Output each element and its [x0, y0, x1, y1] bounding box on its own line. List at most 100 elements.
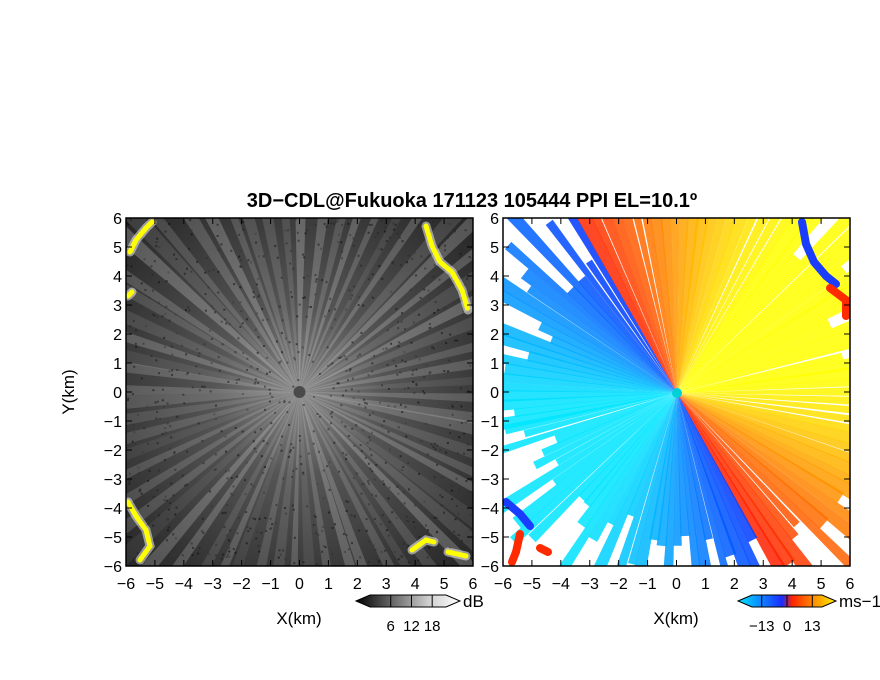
y-tick-label: 4	[113, 269, 122, 286]
reflectivity-noise-pixel	[186, 483, 189, 486]
reflectivity-noise-pixel	[304, 296, 306, 299]
reflectivity-noise-pixel	[336, 219, 339, 221]
reflectivity-noise-pixel	[236, 475, 239, 478]
velocity-wedge	[526, 285, 677, 393]
reflectivity-noise-pixel	[320, 247, 323, 250]
reflectivity-noise-pixel	[385, 240, 388, 243]
velocity-wedge	[583, 393, 677, 508]
reflectivity-noise-pixel	[241, 322, 244, 325]
reflectivity-noise-pixel	[255, 450, 258, 453]
reflectivity-noise-pixel	[329, 297, 332, 300]
reflectivity-noise-pixel	[300, 463, 303, 466]
reflectivity-noise-pixel	[415, 382, 418, 385]
reflectivity-noise-pixel	[303, 256, 306, 259]
reflectivity-ylabel: Y(km)	[59, 369, 78, 414]
colorbar-tick-label: 0	[783, 618, 791, 635]
reflectivity-noise-pixel	[266, 372, 268, 375]
reflectivity-noise-pixel	[128, 482, 131, 485]
velocity-wedge	[577, 393, 677, 529]
reflectivity-noise-pixel	[203, 343, 206, 346]
reflectivity-noise-pixel	[423, 288, 426, 291]
reflectivity-spoke	[220, 392, 300, 566]
reflectivity-noise-pixel	[395, 365, 398, 368]
reflectivity-noise-pixel	[201, 517, 204, 520]
reflectivity-noise-pixel	[207, 552, 210, 555]
velocity-wedge	[611, 218, 677, 393]
reflectivity-noise-pixel	[374, 548, 377, 551]
reflectivity-noise-pixel	[164, 495, 167, 498]
clutter-echo	[423, 223, 471, 313]
reflectivity-spoke	[299, 392, 438, 566]
reflectivity-noise-pixel	[275, 340, 278, 343]
reflectivity-noise-pixel	[373, 478, 376, 481]
reflectivity-noise-pixel	[275, 504, 278, 506]
reflectivity-noise-pixel	[191, 554, 194, 557]
reflectivity-noise-pixel	[235, 382, 238, 385]
reflectivity-noise-pixel	[388, 236, 391, 239]
velocity-wedge	[677, 393, 795, 566]
reflectivity-noise-pixel	[460, 422, 463, 424]
reflectivity-noise-pixel	[254, 431, 257, 434]
reflectivity-noise-pixel	[380, 551, 383, 553]
reflectivity-noise-pixel	[360, 331, 363, 334]
reflectivity-noise-pixel	[257, 277, 260, 280]
colorbar-tick-label: 18	[424, 618, 441, 635]
velocity-wedge	[616, 393, 677, 566]
reflectivity-noise-pixel	[456, 452, 459, 455]
reflectivity-noise-pixel	[372, 544, 375, 547]
reflectivity-noise-pixel	[371, 370, 374, 373]
reflectivity-noise-pixel	[394, 551, 397, 554]
reflectivity-noise-pixel	[164, 431, 167, 434]
reflectivity-noise-pixel	[152, 289, 154, 292]
reflectivity-noise-pixel	[392, 222, 394, 225]
reflectivity-noise-pixel	[461, 540, 463, 542]
reflectivity-noise-pixel	[373, 518, 376, 520]
reflectivity-noise-pixel	[406, 261, 408, 264]
velocity-wedge	[677, 240, 850, 393]
velocity-edge-echo	[508, 530, 524, 566]
reflectivity-noise-pixel	[163, 346, 166, 348]
reflectivity-noise-pixel	[401, 359, 404, 362]
reflectivity-noise-pixel	[426, 556, 429, 559]
reflectivity-noise-pixel	[387, 430, 390, 433]
reflectivity-noise-pixel	[286, 361, 289, 364]
reflectivity-noise-pixel	[277, 556, 280, 559]
reflectivity-noise-pixel	[426, 453, 429, 456]
reflectivity-noise-pixel	[234, 351, 237, 354]
reflectivity-noise-pixel	[230, 249, 233, 252]
reflectivity-noise-pixel	[437, 308, 440, 311]
reflectivity-noise-pixel	[192, 546, 195, 549]
reflectivity-noise-pixel	[334, 308, 337, 311]
reflectivity-noise-pixel	[238, 516, 241, 519]
reflectivity-spoke	[299, 376, 473, 392]
reflectivity-noise-pixel	[135, 345, 138, 348]
reflectivity-noise-pixel	[173, 229, 176, 231]
reflectivity-noise-pixel	[434, 301, 437, 303]
reflectivity-spoke	[299, 392, 411, 566]
reflectivity-noise-pixel	[439, 494, 442, 497]
reflectivity-noise-pixel	[313, 514, 316, 517]
reflectivity-noise-pixel	[423, 500, 426, 503]
velocity-wedge	[677, 393, 701, 566]
reflectivity-noise-pixel	[338, 357, 341, 359]
reflectivity-noise-pixel	[268, 400, 271, 403]
velocity-wedge	[677, 393, 729, 566]
reflectivity-noise-pixel	[245, 542, 248, 545]
reflectivity-noise-pixel	[384, 230, 386, 233]
reflectivity-noise-pixel	[328, 511, 330, 514]
reflectivity-noise-pixel	[127, 224, 130, 226]
reflectivity-noise-pixel	[238, 255, 241, 258]
reflectivity-noise-pixel	[325, 225, 328, 228]
reflectivity-noise-pixel	[391, 511, 394, 514]
reflectivity-noise-pixel	[306, 505, 309, 508]
reflectivity-noise-pixel	[327, 364, 329, 367]
reflectivity-noise-pixel	[215, 543, 218, 546]
reflectivity-noise-pixel	[425, 364, 428, 367]
reflectivity-noise-pixel	[358, 403, 361, 406]
reflectivity-spoke	[299, 392, 473, 477]
velocity-edge-echo	[503, 498, 534, 530]
reflectivity-noise-pixel	[329, 394, 332, 397]
reflectivity-spoke	[299, 392, 473, 460]
reflectivity-noise-pixel	[363, 482, 366, 485]
